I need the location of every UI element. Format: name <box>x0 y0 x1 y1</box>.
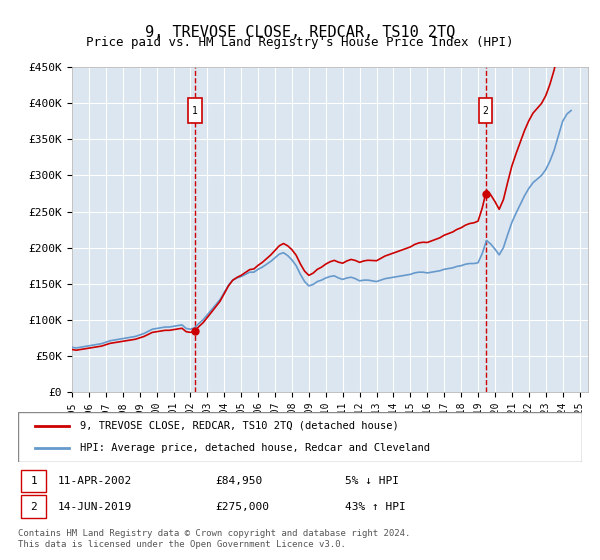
Text: Price paid vs. HM Land Registry's House Price Index (HPI): Price paid vs. HM Land Registry's House … <box>86 36 514 49</box>
FancyBboxPatch shape <box>479 97 493 124</box>
Text: 9, TREVOSE CLOSE, REDCAR, TS10 2TQ (detached house): 9, TREVOSE CLOSE, REDCAR, TS10 2TQ (deta… <box>80 421 399 431</box>
Text: 2: 2 <box>31 502 37 512</box>
Text: £84,950: £84,950 <box>215 476 263 486</box>
Text: 9, TREVOSE CLOSE, REDCAR, TS10 2TQ: 9, TREVOSE CLOSE, REDCAR, TS10 2TQ <box>145 25 455 40</box>
Text: 11-APR-2002: 11-APR-2002 <box>58 476 132 486</box>
FancyBboxPatch shape <box>18 412 582 462</box>
FancyBboxPatch shape <box>21 496 46 517</box>
Text: 1: 1 <box>31 476 37 486</box>
Text: £275,000: £275,000 <box>215 502 269 512</box>
FancyBboxPatch shape <box>21 469 46 492</box>
Text: HPI: Average price, detached house, Redcar and Cleveland: HPI: Average price, detached house, Redc… <box>80 443 430 453</box>
Text: 5% ↓ HPI: 5% ↓ HPI <box>345 476 399 486</box>
Text: 1: 1 <box>192 105 198 115</box>
Text: 14-JUN-2019: 14-JUN-2019 <box>58 502 132 512</box>
Text: 43% ↑ HPI: 43% ↑ HPI <box>345 502 406 512</box>
Text: 2: 2 <box>483 105 488 115</box>
FancyBboxPatch shape <box>188 97 202 124</box>
Text: Contains HM Land Registry data © Crown copyright and database right 2024.
This d: Contains HM Land Registry data © Crown c… <box>18 529 410 549</box>
